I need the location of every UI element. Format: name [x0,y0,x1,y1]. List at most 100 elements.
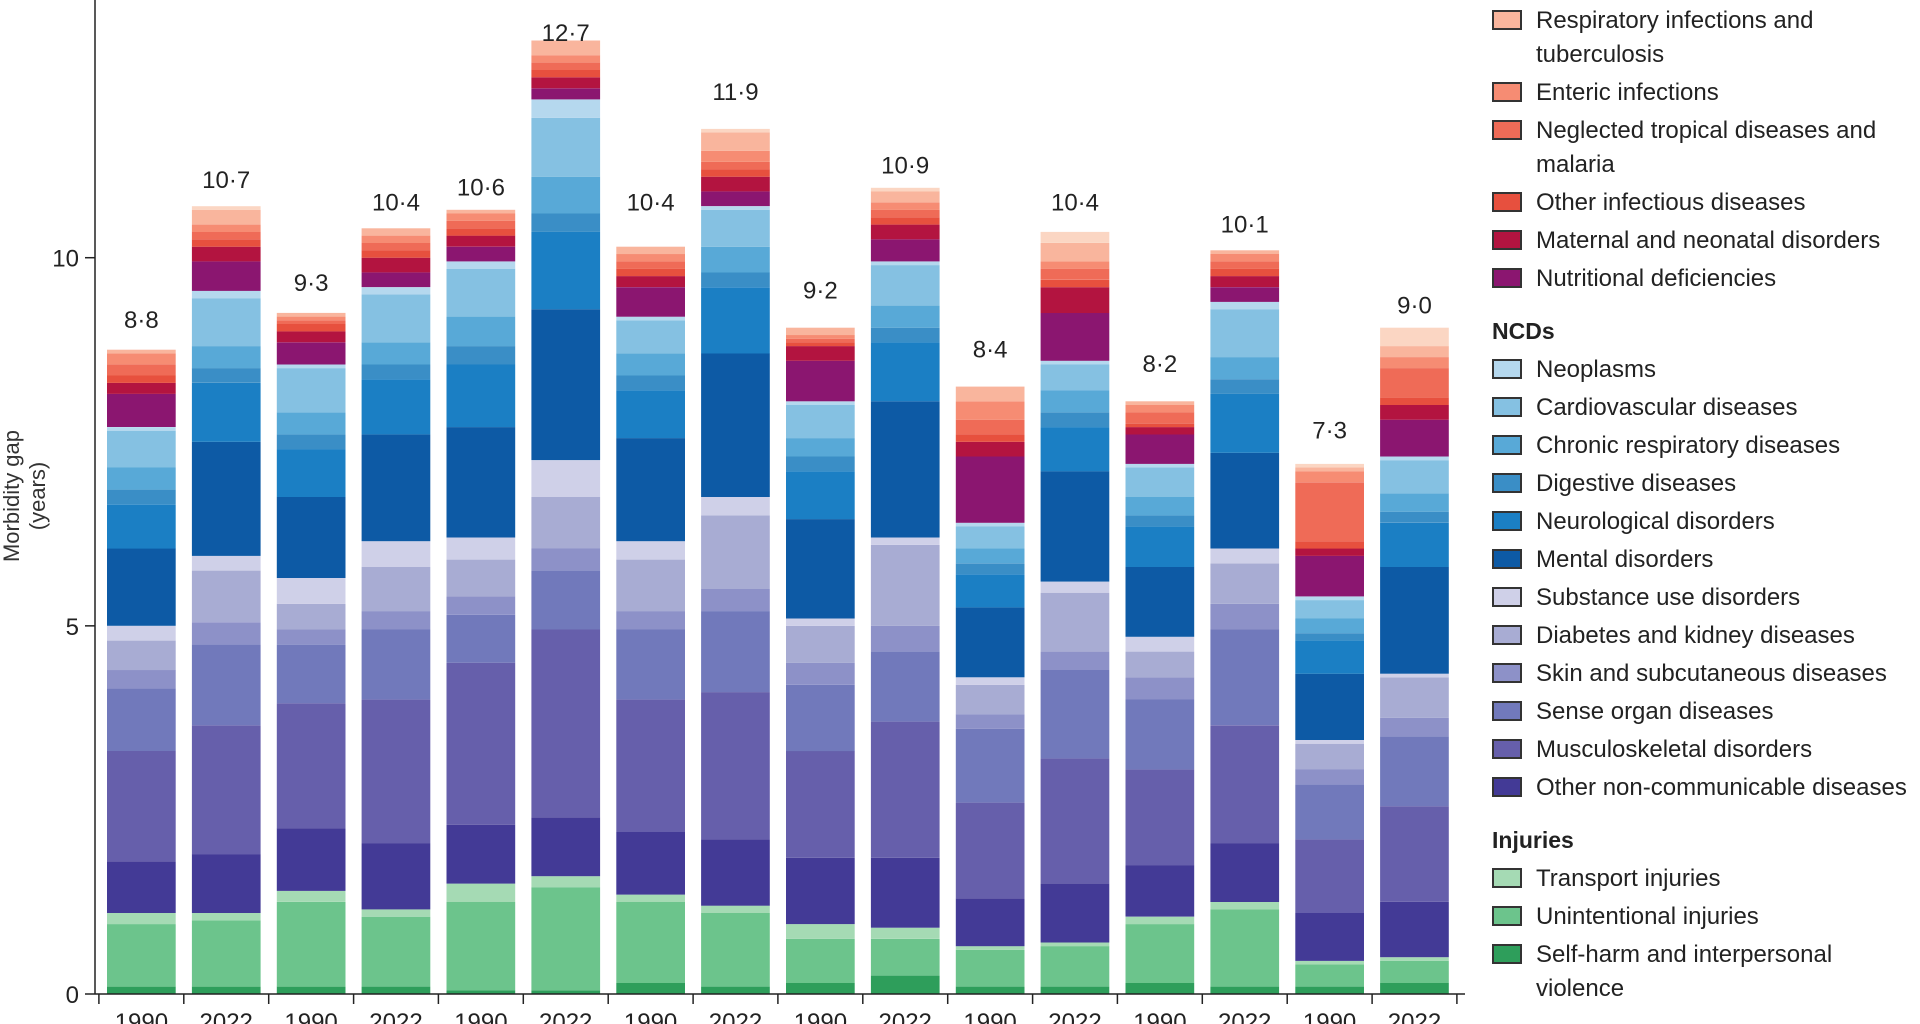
bar-segment [1040,231,1110,243]
bar-segment [276,331,346,343]
legend-item: Musculoskeletal disorders [1490,733,1920,767]
legend-item: Chronic respiratory diseases [1490,429,1920,463]
bar-segment [531,817,601,877]
bar-segment [1295,596,1364,601]
bar-segment [1295,740,1364,744]
bar-segment [1040,946,1110,987]
bar-segment [446,346,516,365]
bar-segment [191,913,261,921]
bar-segment [955,574,1025,608]
bar-segment [1125,983,1195,994]
bar-segment [870,544,940,626]
bar-segment [1295,548,1364,556]
bar-segment [1125,427,1195,435]
bar-segment [446,213,516,221]
legend-label: Skin and subcutaneous diseases [1536,660,1887,687]
bar-segment [1295,986,1364,994]
bar-segment [1040,986,1110,994]
bar-segment [786,983,855,994]
bar-segment [616,353,685,376]
bar-segment [955,714,1025,729]
bar-segment [786,938,855,983]
bar-segment [531,40,601,56]
bar-segment [107,924,176,987]
bar-segment [1210,250,1280,254]
bar-segment [531,69,601,78]
bar-segment [786,338,855,343]
bar-segment [1210,309,1280,358]
bar-segment [1295,784,1364,840]
bar-segment [786,401,855,405]
bar-segment [1125,769,1195,866]
bar-segment [1210,725,1280,844]
bar-segment [1380,327,1449,347]
bar-segment [786,857,855,925]
bar-segment [1295,555,1364,597]
bar-segment [786,662,855,685]
legend-swatch [1492,663,1522,683]
bar-segment [1380,368,1449,398]
bar-segment [191,246,261,262]
bar-segment [1380,460,1449,494]
bar-segment [191,570,261,623]
bar-segment [1380,456,1449,461]
bar-segment [870,239,940,262]
bar-segment [361,699,431,844]
bar-segment [616,375,685,391]
bar-segment [361,235,431,243]
bar-segment [870,327,940,343]
bar-segment [701,162,770,170]
legend-label: Maternal and neonatal disorders [1536,227,1881,254]
legend-swatch [1492,739,1522,759]
bar-segment [1125,423,1195,428]
bar-segment [361,566,431,612]
x-tick-label: 1990 [624,1009,677,1024]
bar-segment [107,382,176,394]
legend-label: Unintentional injuries [1536,903,1759,930]
bar-segment [361,434,431,542]
bar-segment [1210,357,1280,380]
bar-segment [1210,301,1280,310]
bar-segment [870,202,940,210]
bar-segment [1125,924,1195,983]
bar-segment [361,611,431,630]
bar-segment [1380,419,1449,457]
bar-segment [786,471,855,520]
legend-item: Digestive diseases [1490,467,1920,501]
bar-segment [701,287,770,354]
bar-segment [955,401,1025,420]
bar-segment [191,854,261,913]
bar-segment [870,537,940,545]
bar-segment [276,324,346,332]
bar-segment [616,316,685,321]
bar-segment [870,217,940,225]
bar-segment [531,88,601,100]
bar-segment [1380,983,1449,994]
bar-segment [955,949,1025,987]
bar-segment [1295,964,1364,987]
bar-segment [955,986,1025,994]
bar-segment [701,191,770,207]
bar-segment [955,441,1025,457]
legend-item: Nutritional deficiencies [1490,262,1920,296]
bar-segment [616,541,685,560]
bar-segment [446,316,516,347]
bar-segment [446,883,516,902]
x-tick-label: 2022 [1388,1009,1441,1024]
bar-segment [1040,364,1110,391]
bar-segment [531,213,601,232]
bar-segment [361,629,431,700]
legend-swatch [1492,906,1522,926]
bar-segment [1295,960,1364,965]
bar-segment [1210,393,1280,453]
bar-segment [107,489,176,505]
bar-total-label: 10·1 [1221,211,1269,238]
bar-segment [361,228,431,236]
bar-segment [446,596,516,615]
bar-total-label: 10·7 [202,167,250,194]
legend-item: Respiratory infections and tuberculosis [1490,4,1920,72]
bar-segment [786,342,855,347]
bar-segment [276,890,346,902]
bar-segment [276,986,346,994]
